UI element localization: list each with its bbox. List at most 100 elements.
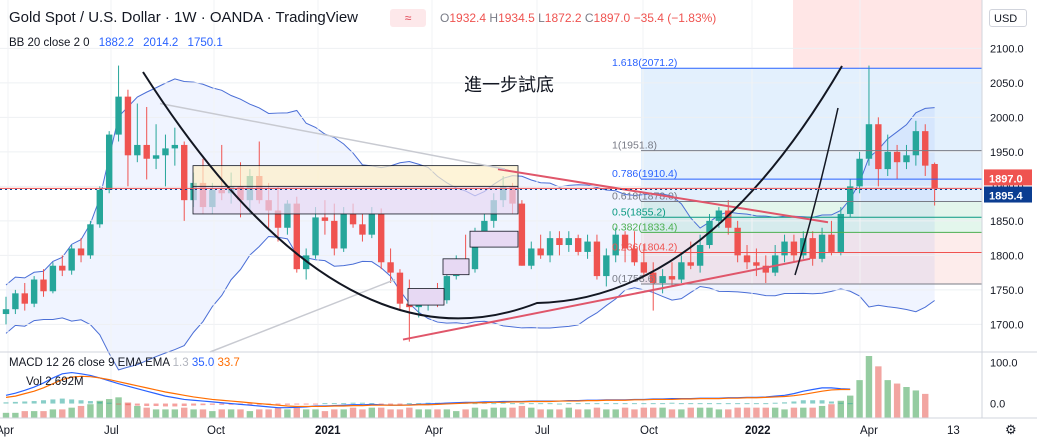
ohlc-high-label: H <box>489 11 499 25</box>
macd-histogram-bar <box>688 403 694 405</box>
volume-bar <box>875 366 882 418</box>
macd-histogram-bar <box>772 402 778 404</box>
macd-histogram-bar <box>810 400 816 404</box>
candle-body <box>274 210 282 228</box>
macd-histogram-bar <box>622 403 628 405</box>
x-tick-label: 2021 <box>315 425 341 437</box>
macd-histogram-bar <box>594 403 600 405</box>
candle-body <box>612 234 619 256</box>
volume-bar <box>781 409 788 418</box>
volume-bar <box>152 409 160 418</box>
macd-tick-label: 100.0 <box>990 357 1018 369</box>
flag-icon[interactable]: ≈ <box>390 9 426 27</box>
candle-body <box>753 262 760 266</box>
candle-body <box>556 238 563 246</box>
volume-legend[interactable]: Vol 2.692M <box>26 376 84 388</box>
candle-body <box>546 238 554 256</box>
candle-body <box>30 279 38 304</box>
volume-legend-value: 2.692M <box>45 376 84 388</box>
macd-histogram-bar <box>31 401 37 404</box>
candle-body <box>734 227 741 256</box>
macd-histogram-bar <box>125 403 131 406</box>
volume-bar <box>49 409 57 418</box>
bb-legend[interactable]: BB 20 close 2 0 1882.2 2014.2 1750.1 <box>9 37 223 49</box>
macd-histogram-bar <box>725 403 731 405</box>
candle-body <box>143 144 150 159</box>
volume-bar <box>331 409 338 418</box>
volume-bar <box>509 407 516 418</box>
macd-histogram-bar <box>69 399 75 404</box>
volume-bar <box>621 407 629 418</box>
volume-bar <box>556 409 563 418</box>
candle-body <box>678 262 685 280</box>
candle-body <box>528 248 535 266</box>
volume-bar <box>518 405 526 418</box>
volume-bar <box>21 411 28 418</box>
x-tick-label: Apr <box>860 425 878 437</box>
volume-bar <box>246 411 254 418</box>
macd-histogram-bar <box>209 403 215 405</box>
volume-bar <box>2 412 10 418</box>
candle-body <box>818 234 826 259</box>
macd-signal-line <box>5 375 851 408</box>
macd-histogram-bar <box>406 403 412 405</box>
candle-body <box>321 217 329 221</box>
candle-body <box>12 293 19 310</box>
macd-histogram-bar <box>556 403 562 405</box>
volume-bar <box>659 407 666 418</box>
macd-histogram-bar <box>838 402 844 404</box>
fib-label: 1(1951.8) <box>612 140 657 152</box>
steep-curve <box>794 107 839 276</box>
macd-histogram-bar <box>341 403 347 405</box>
annotation-text[interactable]: 進一步試底 <box>464 75 554 96</box>
macd-histogram-bar <box>753 403 759 405</box>
volume-bar <box>424 409 432 418</box>
volume-bar <box>640 407 648 418</box>
candle-body <box>518 203 526 266</box>
candle-body <box>59 265 66 271</box>
macd-histogram-bar <box>603 403 609 405</box>
candle-body <box>828 234 835 252</box>
macd-histogram-bar <box>528 403 534 405</box>
price-label: 1895.4 <box>989 191 1024 203</box>
macd-histogram-bar <box>585 403 591 405</box>
volume-bar <box>59 409 66 418</box>
macd-histogram-bar <box>87 401 93 404</box>
candle-body <box>584 241 591 252</box>
macd-histogram-bar <box>678 403 684 405</box>
price-label: 1897.0 <box>989 173 1023 185</box>
macd-line <box>5 371 851 409</box>
volume-bar <box>715 409 723 418</box>
macd-histogram-bar <box>744 403 750 405</box>
faded-trendline <box>209 278 396 353</box>
ohlc-open: 1932.4 <box>449 11 487 25</box>
macd-histogram-bar <box>416 403 422 405</box>
macd-histogram-bar <box>97 401 103 404</box>
volume-bar <box>199 409 207 418</box>
candle-body <box>443 276 451 301</box>
candle-body <box>331 220 338 249</box>
candle-body <box>903 155 910 163</box>
bollinger-lower <box>5 235 935 371</box>
y-tick-label: 2100.0 <box>990 43 1024 55</box>
volume-bar <box>378 407 385 418</box>
candle-body <box>640 262 648 273</box>
ohlc-close-label: C <box>584 11 594 25</box>
gear-icon[interactable]: ⚙ <box>1005 422 1017 437</box>
y-tick-label: 1750.0 <box>990 285 1024 297</box>
volume-bar <box>865 356 873 418</box>
currency-selector[interactable]: USD <box>989 9 1027 27</box>
volume-bar <box>631 409 638 418</box>
candle-body <box>856 158 863 187</box>
candle-body <box>687 262 694 266</box>
macd-histogram-bar <box>716 403 722 405</box>
candle-body <box>396 272 404 304</box>
macd-histogram-bar <box>200 403 206 406</box>
macd-legend[interactable]: MACD 12 26 close 9 EMA EMA 1.3 35.0 33.7 <box>9 357 240 369</box>
volume-bar <box>462 409 469 418</box>
candle-body <box>668 276 676 280</box>
volume-bar <box>837 400 845 418</box>
volume-bar <box>162 409 169 418</box>
volume-bar <box>30 411 38 418</box>
